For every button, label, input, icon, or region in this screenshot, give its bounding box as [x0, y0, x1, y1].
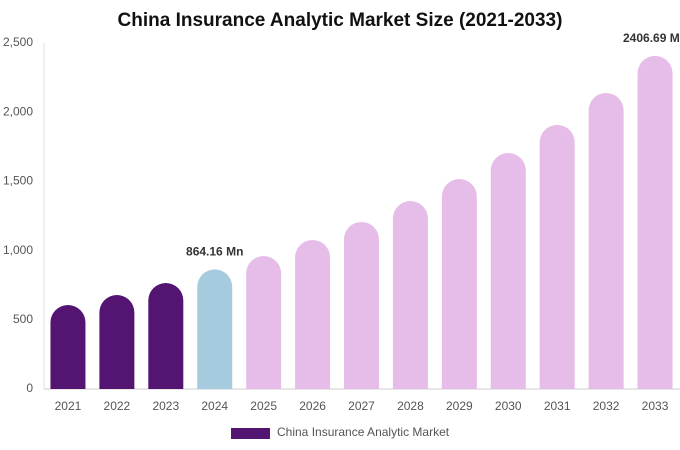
bar: [637, 55, 673, 390]
x-tick-label: 2032: [593, 399, 620, 413]
y-tick-label: 1,500: [3, 174, 33, 188]
x-tick-label: 2022: [104, 399, 131, 413]
y-tick-label: 1,000: [3, 243, 33, 257]
bar: [246, 256, 282, 389]
bar: [197, 269, 233, 389]
y-tick-label: 2,000: [3, 104, 33, 118]
bar: [441, 179, 477, 389]
bar: [99, 295, 135, 389]
bar: [539, 124, 575, 389]
x-tick-label: 2030: [495, 399, 522, 413]
chart-title: China Insurance Analytic Market Size (20…: [118, 10, 563, 31]
x-tick-label: 2025: [250, 399, 277, 413]
y-tick-label: 0: [26, 381, 33, 395]
value-label: 864.16 Mn: [186, 245, 243, 259]
bar: [50, 304, 86, 389]
x-tick-label: 2029: [446, 399, 473, 413]
bar: [148, 282, 184, 389]
legend-swatch: [231, 428, 270, 439]
bar: [344, 221, 379, 389]
y-tick-label: 500: [13, 312, 33, 326]
y-tick-label: 2,500: [3, 35, 33, 49]
value-label: 2406.69 Mn: [623, 31, 680, 45]
x-tick-label: 2021: [55, 399, 82, 413]
bar: [490, 153, 526, 389]
x-tick-label: 2031: [544, 399, 571, 413]
bar: [588, 92, 624, 389]
x-tick-label: 2033: [642, 399, 669, 413]
legend-label: China Insurance Analytic Market: [277, 425, 450, 439]
x-tick-label: 2023: [152, 399, 179, 413]
x-tick-label: 2027: [348, 399, 375, 413]
bar: [392, 201, 428, 389]
x-tick-label: 2026: [299, 399, 326, 413]
x-tick-label: 2024: [201, 399, 228, 413]
bar: [295, 239, 331, 389]
x-tick-label: 2028: [397, 399, 424, 413]
